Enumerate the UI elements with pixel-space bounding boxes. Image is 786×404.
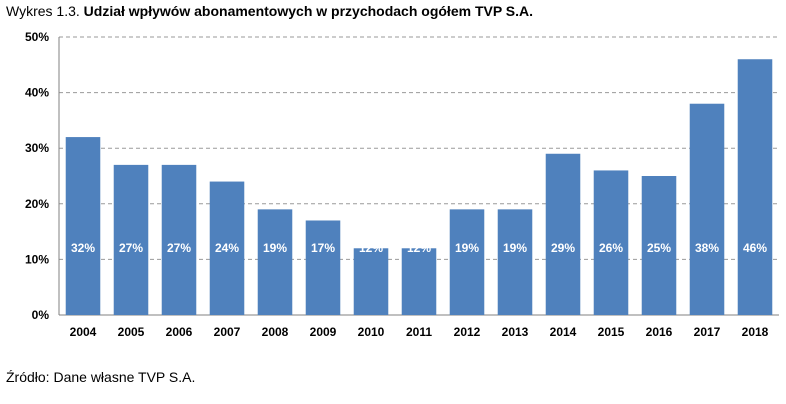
- bar: [65, 137, 101, 315]
- bar: [305, 220, 341, 315]
- data-label: 46%: [743, 241, 767, 255]
- x-tick-label: 2008: [262, 325, 289, 339]
- x-tick-label: 2017: [694, 325, 721, 339]
- x-tick-label: 2012: [454, 325, 481, 339]
- data-label: 17%: [311, 241, 335, 255]
- data-label: 26%: [599, 241, 623, 255]
- x-tick-label: 2010: [358, 325, 385, 339]
- chart-title-text: Udział wpływów abonamentowych w przychod…: [83, 3, 534, 19]
- bar: [113, 164, 149, 315]
- bar: [545, 153, 581, 315]
- bar: [593, 170, 629, 315]
- bar: [449, 209, 485, 315]
- data-label: 19%: [503, 241, 527, 255]
- y-tick-label: 50%: [25, 30, 49, 44]
- bar: [257, 209, 293, 315]
- bar: [689, 103, 725, 315]
- data-label: 32%: [71, 241, 95, 255]
- chart-title: Wykres 1.3. Udział wpływów abonamentowyc…: [6, 3, 533, 19]
- bar: [209, 181, 245, 315]
- x-tick-label: 2014: [550, 325, 577, 339]
- y-tick-label: 20%: [25, 197, 49, 211]
- data-label: 24%: [215, 241, 239, 255]
- x-tick-label: 2016: [646, 325, 673, 339]
- data-label: 12%: [359, 241, 383, 255]
- data-label: 12%: [407, 241, 431, 255]
- data-label: 19%: [263, 241, 287, 255]
- data-label: 25%: [647, 241, 671, 255]
- data-label: 19%: [455, 241, 479, 255]
- source-note: Źródło: Dane własne TVP S.A.: [6, 369, 196, 385]
- y-tick-label: 10%: [25, 252, 49, 266]
- y-tick-label: 0%: [32, 308, 50, 322]
- bar: [401, 248, 437, 315]
- x-tick-label: 2015: [598, 325, 625, 339]
- x-tick-label: 2004: [70, 325, 97, 339]
- bar: [737, 59, 773, 315]
- bar: [161, 164, 197, 315]
- chart-title-prefix: Wykres 1.3.: [6, 3, 80, 19]
- x-tick-label: 2011: [406, 325, 432, 339]
- x-tick-label: 2018: [742, 325, 769, 339]
- bar: [353, 248, 389, 315]
- data-label: 27%: [119, 241, 143, 255]
- data-label: 27%: [167, 241, 191, 255]
- x-tick-label: 2013: [502, 325, 529, 339]
- x-tick-label: 2005: [118, 325, 145, 339]
- y-tick-label: 30%: [25, 141, 49, 155]
- y-tick-label: 40%: [25, 86, 49, 100]
- x-tick-label: 2006: [166, 325, 193, 339]
- x-tick-label: 2009: [310, 325, 337, 339]
- x-tick-label: 2007: [214, 325, 241, 339]
- data-label: 38%: [695, 241, 719, 255]
- bar: [497, 209, 533, 315]
- bar: [641, 176, 677, 315]
- data-label: 29%: [551, 241, 575, 255]
